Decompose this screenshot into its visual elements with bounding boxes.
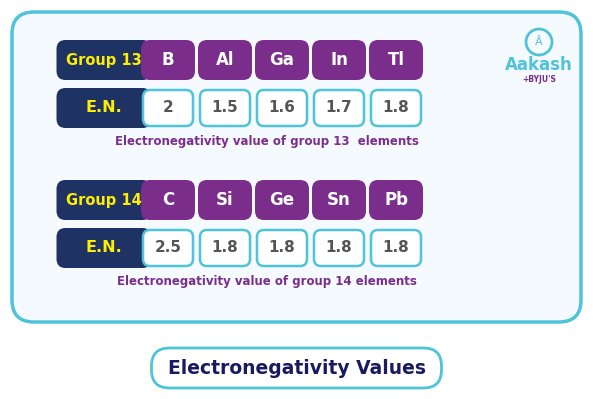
Text: 1.8: 1.8 (269, 241, 295, 255)
FancyBboxPatch shape (56, 40, 151, 80)
Text: 2.5: 2.5 (155, 241, 181, 255)
Text: In: In (330, 51, 348, 69)
Text: Group 13: Group 13 (66, 53, 142, 67)
Text: 2: 2 (162, 101, 173, 115)
FancyBboxPatch shape (143, 230, 193, 266)
Text: 1.8: 1.8 (326, 241, 352, 255)
Text: Pb: Pb (384, 191, 408, 209)
Text: Al: Al (216, 51, 234, 69)
Text: 1.7: 1.7 (326, 101, 352, 115)
Text: 1.5: 1.5 (212, 101, 238, 115)
FancyBboxPatch shape (255, 180, 309, 220)
Text: Si: Si (216, 191, 234, 209)
FancyBboxPatch shape (143, 90, 193, 126)
Text: E.N.: E.N. (85, 101, 122, 115)
FancyBboxPatch shape (369, 180, 423, 220)
Text: Ge: Ge (269, 191, 295, 209)
Text: Group 14: Group 14 (66, 192, 142, 207)
Text: Electronegativity value of group 14 elements: Electronegativity value of group 14 elem… (117, 275, 416, 288)
Text: Sn: Sn (327, 191, 351, 209)
Text: Electronegativity Values: Electronegativity Values (167, 358, 426, 377)
FancyBboxPatch shape (312, 180, 366, 220)
FancyBboxPatch shape (56, 180, 151, 220)
Text: 1.8: 1.8 (212, 241, 238, 255)
FancyBboxPatch shape (141, 40, 195, 80)
FancyBboxPatch shape (198, 40, 252, 80)
FancyBboxPatch shape (369, 40, 423, 80)
FancyBboxPatch shape (371, 230, 421, 266)
FancyBboxPatch shape (12, 12, 581, 322)
FancyBboxPatch shape (56, 88, 151, 128)
Text: Electronegativity value of group 13  elements: Electronegativity value of group 13 elem… (114, 136, 419, 148)
Text: 1.6: 1.6 (269, 101, 295, 115)
FancyBboxPatch shape (314, 90, 364, 126)
FancyBboxPatch shape (314, 230, 364, 266)
FancyBboxPatch shape (255, 40, 309, 80)
FancyBboxPatch shape (257, 90, 307, 126)
FancyBboxPatch shape (257, 230, 307, 266)
Text: Â: Â (535, 37, 543, 47)
Text: E.N.: E.N. (85, 241, 122, 255)
Text: C: C (162, 191, 174, 209)
Text: B: B (162, 51, 174, 69)
FancyBboxPatch shape (200, 90, 250, 126)
Text: Tl: Tl (387, 51, 404, 69)
FancyBboxPatch shape (200, 230, 250, 266)
Text: +BYJU'S: +BYJU'S (522, 75, 556, 85)
FancyBboxPatch shape (56, 228, 151, 268)
FancyBboxPatch shape (141, 180, 195, 220)
FancyBboxPatch shape (198, 180, 252, 220)
Text: Aakash: Aakash (505, 56, 573, 74)
FancyBboxPatch shape (371, 90, 421, 126)
Text: 1.8: 1.8 (382, 241, 409, 255)
Text: Ga: Ga (270, 51, 295, 69)
FancyBboxPatch shape (312, 40, 366, 80)
FancyBboxPatch shape (151, 348, 442, 388)
Text: 1.8: 1.8 (382, 101, 409, 115)
